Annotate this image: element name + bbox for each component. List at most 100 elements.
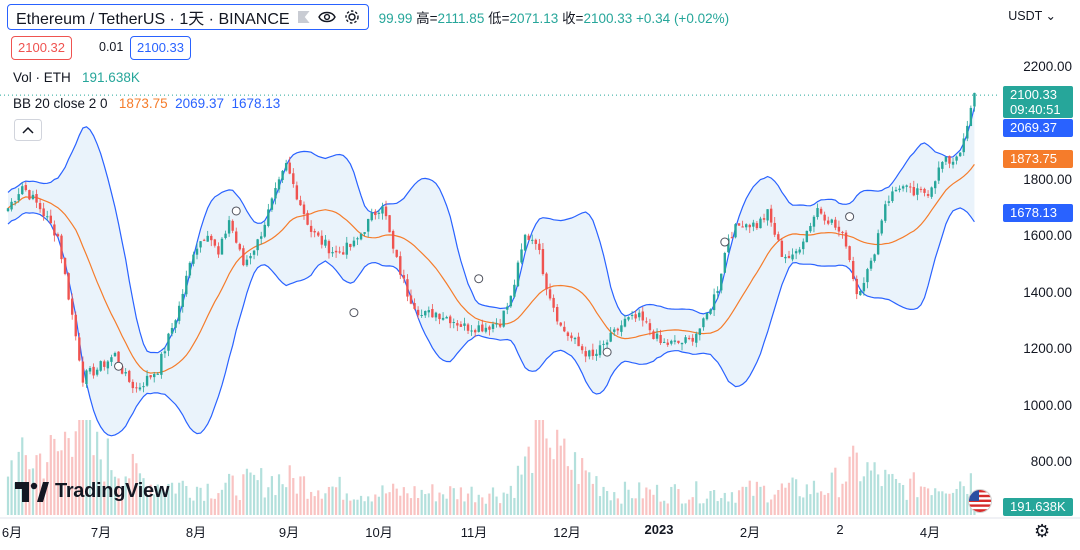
chart-header: Ethereum / TetherUS · 1天 · BINANCE 99.99… (7, 4, 729, 30)
currency-selector[interactable]: USDT ⌄ (1008, 8, 1056, 23)
settings-icon[interactable] (344, 9, 360, 25)
candle-body (652, 331, 655, 340)
flag-icon[interactable] (297, 11, 310, 23)
volume-bar (117, 478, 120, 515)
bb-legend-lower: 1678.13 (231, 96, 281, 111)
volume-bar (441, 494, 445, 515)
volume-bar (38, 453, 42, 515)
volume-bar (802, 497, 805, 515)
volume-bar (210, 498, 213, 515)
volume-bar (898, 482, 901, 515)
candle-body (855, 278, 858, 295)
symbol-title[interactable]: Ethereum / TetherUS · 1天 · BINANCE (16, 11, 290, 28)
volume-bar (106, 438, 109, 515)
volume-bar (880, 486, 883, 515)
volume-bar (752, 495, 755, 515)
bb-mid-line (7, 164, 975, 374)
volume-bar (67, 438, 70, 515)
candle-body (677, 340, 680, 343)
candle-body (673, 340, 677, 342)
chevron-down-icon[interactable]: ⌄ (1045, 9, 1056, 23)
candle-body (538, 243, 541, 250)
candle-body (727, 238, 730, 253)
candle-body (227, 220, 231, 234)
candle-body (802, 241, 805, 250)
volume-bar (299, 476, 302, 515)
candle-body (399, 256, 402, 275)
candle-body (898, 188, 901, 191)
volume-bar (63, 431, 67, 515)
volume-bar (466, 493, 470, 515)
volume-bar (206, 483, 209, 515)
volume-legend[interactable]: Vol · ETH 191.638K (13, 70, 140, 85)
candle-body (174, 320, 177, 328)
gear-icon[interactable]: ⚙ (1034, 521, 1051, 541)
candle-body (17, 194, 20, 201)
volume-bar (470, 486, 473, 515)
volume-bar (606, 491, 609, 515)
volume-bar (10, 460, 13, 515)
candle-body (142, 386, 145, 388)
candle-body (416, 309, 420, 316)
volume-bar (277, 474, 281, 515)
volume-bar (713, 490, 716, 515)
volume-bar (513, 497, 516, 515)
candle-body (859, 291, 862, 296)
candle-body (969, 107, 973, 127)
bb-legend[interactable]: BB 20 close 2 0 1873.75 2069.37 1678.13 (13, 96, 280, 111)
volume-bar (499, 503, 502, 515)
volume-bar (609, 500, 612, 515)
volume-bar (92, 455, 95, 515)
candle-body (563, 326, 566, 332)
candle-body (891, 191, 894, 202)
volume-bar (170, 482, 174, 515)
volume-bar (28, 469, 31, 515)
candle-body (345, 242, 348, 255)
buy-price-button[interactable]: 2100.33 (130, 36, 191, 60)
volume-bar (916, 497, 919, 515)
candle-body (723, 253, 727, 273)
candle-body (506, 306, 509, 310)
candle-body (31, 194, 35, 199)
volume-bar (670, 486, 673, 515)
candle-body (284, 163, 288, 171)
volume-bar (406, 493, 409, 515)
candle-body (901, 186, 905, 189)
volume-bar (941, 491, 944, 515)
volume-bar (121, 488, 124, 515)
sell-price-button[interactable]: 2100.32 (11, 36, 72, 60)
low-value: 2071.13 (509, 11, 559, 26)
candle-body (81, 361, 85, 383)
time-axis-tick: 2023 (644, 522, 674, 537)
volume-bar (402, 487, 405, 515)
candle-body (324, 239, 327, 246)
candle-body (958, 152, 962, 157)
candle-body (573, 337, 577, 340)
volume-bar (449, 486, 452, 515)
event-marker (474, 274, 484, 284)
volume-bar (641, 498, 644, 515)
time-axis-tick: 12月 (553, 525, 581, 540)
candle-body (131, 381, 135, 389)
candle-body (655, 333, 659, 339)
volume-bar (884, 469, 887, 515)
symbol-box[interactable]: Ethereum / TetherUS · 1天 · BINANCE (7, 4, 369, 30)
volume-bar (274, 495, 277, 515)
volume-bar (966, 493, 969, 515)
currency-label[interactable]: USDT (1008, 9, 1043, 23)
eye-icon[interactable] (317, 11, 336, 23)
volume-bar (81, 420, 84, 515)
collapse-legend-icon[interactable] (14, 119, 42, 141)
candle-body (595, 353, 598, 356)
volume-bar (324, 493, 327, 515)
volume-bar (809, 494, 812, 515)
volume-bar (220, 489, 224, 515)
tradingview-logo[interactable]: TradingView (15, 480, 169, 503)
candle-body (894, 189, 898, 192)
volume-bar (370, 501, 373, 515)
us-flag-icon[interactable] (968, 489, 992, 513)
candle-body (160, 353, 163, 375)
volume-bar (691, 497, 694, 515)
candle-body (948, 155, 951, 164)
